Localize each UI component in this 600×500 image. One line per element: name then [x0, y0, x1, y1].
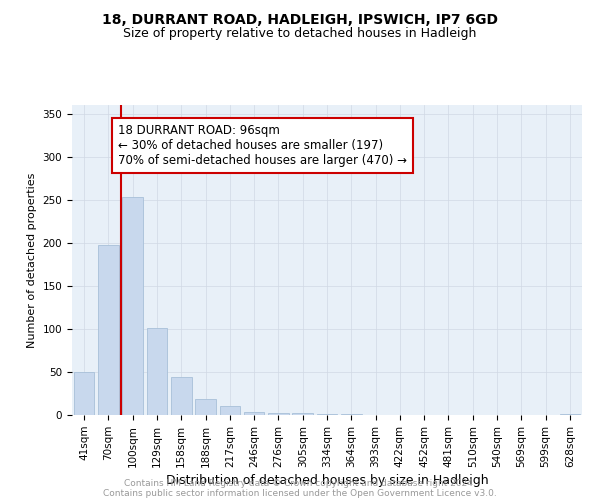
Bar: [74, 372, 94, 415]
Text: 18 DURRANT ROAD: 96sqm
← 30% of detached houses are smaller (197)
70% of semi-de: 18 DURRANT ROAD: 96sqm ← 30% of detached…: [118, 124, 407, 166]
X-axis label: Distribution of detached houses by size in Hadleigh: Distribution of detached houses by size …: [166, 474, 488, 487]
Bar: [146, 328, 167, 415]
Bar: [195, 398, 216, 415]
Bar: [317, 414, 337, 415]
Text: Contains public sector information licensed under the Open Government Licence v3: Contains public sector information licen…: [103, 488, 497, 498]
Y-axis label: Number of detached properties: Number of detached properties: [27, 172, 37, 348]
Bar: [220, 406, 240, 415]
Bar: [244, 412, 265, 415]
Text: Contains HM Land Registry data © Crown copyright and database right 2024.: Contains HM Land Registry data © Crown c…: [124, 478, 476, 488]
Text: Size of property relative to detached houses in Hadleigh: Size of property relative to detached ho…: [124, 28, 476, 40]
Bar: [292, 414, 313, 415]
Bar: [268, 414, 289, 415]
Bar: [341, 414, 362, 415]
Bar: [560, 414, 580, 415]
Bar: [98, 246, 119, 415]
Bar: [171, 377, 191, 415]
Text: 18, DURRANT ROAD, HADLEIGH, IPSWICH, IP7 6GD: 18, DURRANT ROAD, HADLEIGH, IPSWICH, IP7…: [102, 12, 498, 26]
Bar: [122, 197, 143, 415]
